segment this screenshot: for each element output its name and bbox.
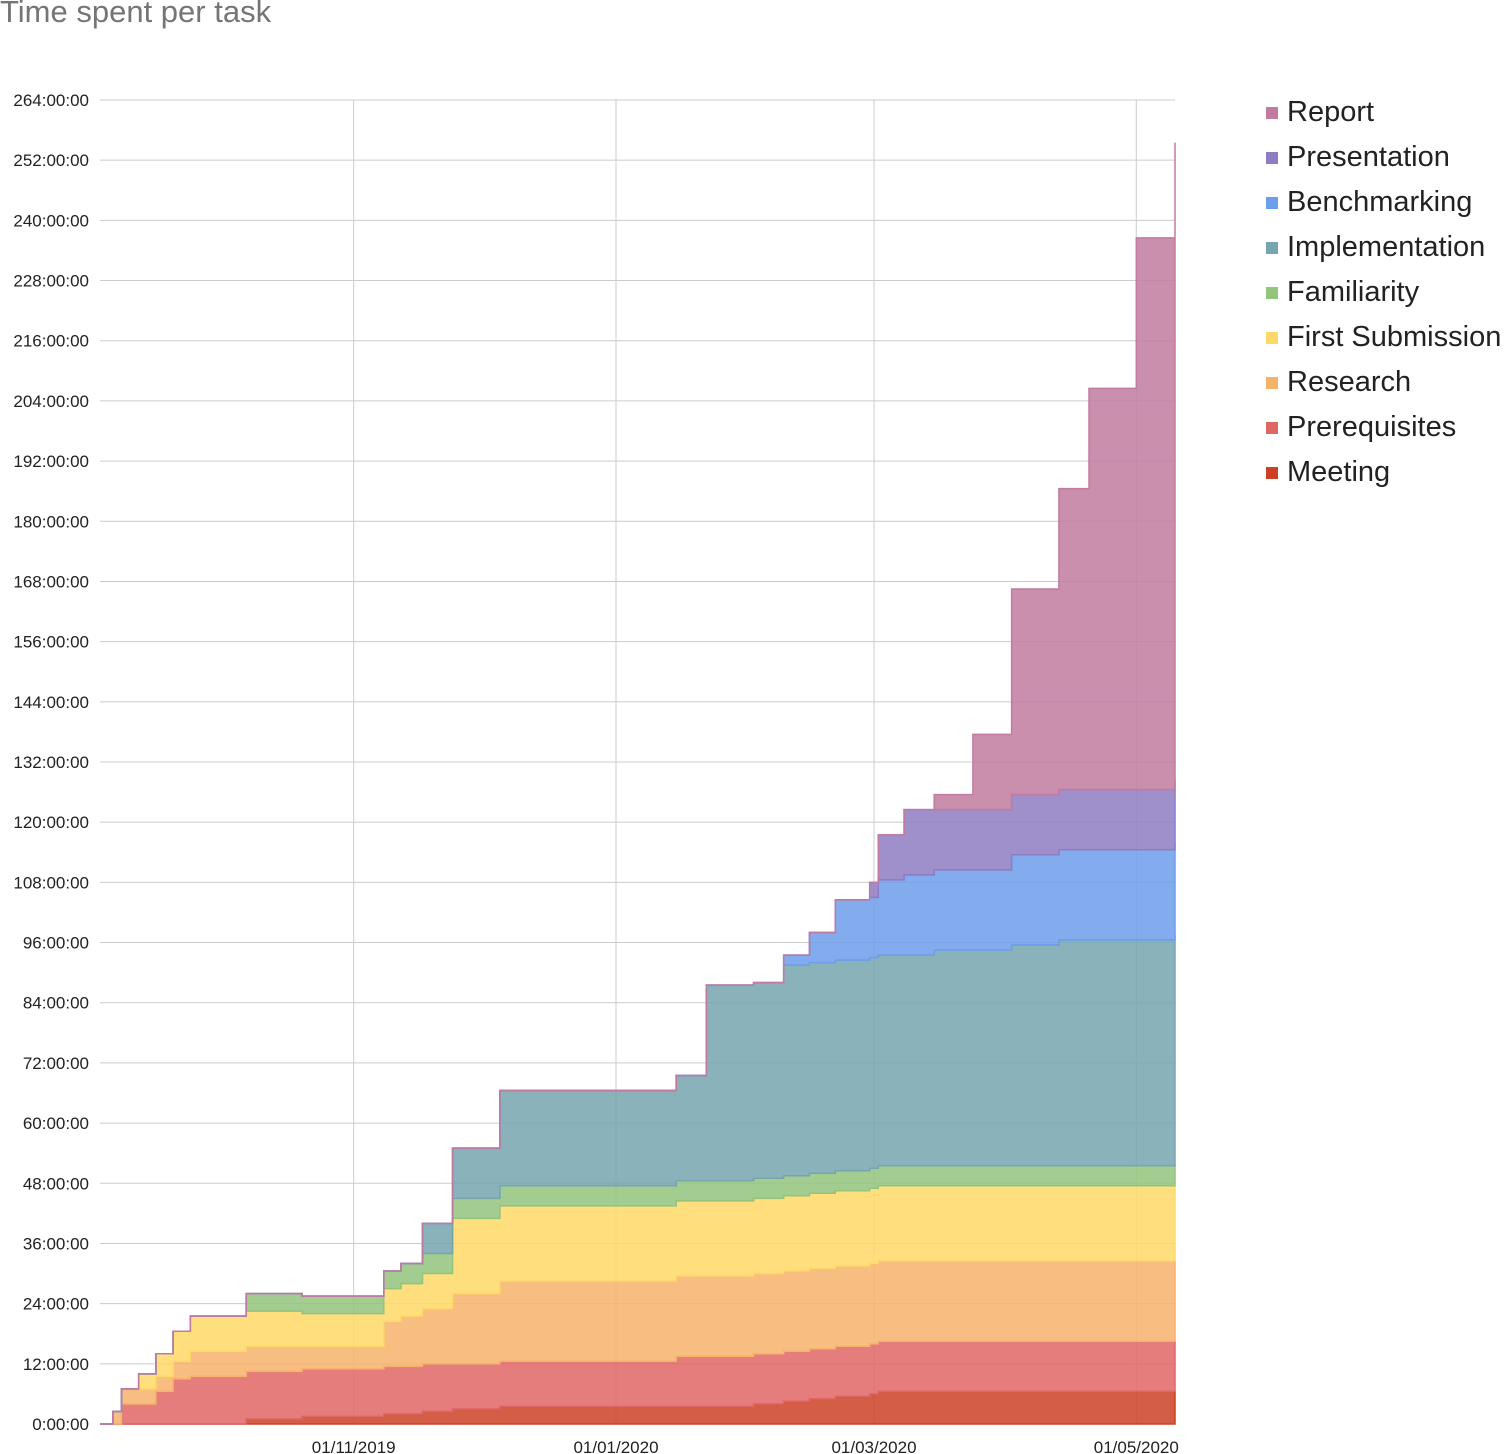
legend-swatch [1266,331,1278,344]
legend-item-implementation[interactable]: Implementation [1266,225,1501,270]
x-tick-label: 01/11/2019 [312,1438,396,1454]
legend-swatch [1266,466,1278,479]
x-tick-label: 01/05/2020 [1094,1438,1179,1454]
chart-title: Time spent per task [0,0,272,29]
y-tick-label: 12:00:00 [23,1355,89,1374]
legend-item-prerequisites[interactable]: Prerequisites [1266,405,1501,450]
legend-label: Benchmarking [1287,186,1473,218]
y-tick-label: 96:00:00 [23,934,89,953]
legend-swatch [1266,196,1278,209]
y-tick-label: 180:00:00 [13,512,89,531]
x-tick-label: 01/01/2020 [573,1438,658,1454]
y-tick-label: 204:00:00 [13,392,89,411]
y-tick-label: 240:00:00 [13,211,89,230]
y-tick-label: 48:00:00 [23,1174,89,1193]
legend-item-meeting[interactable]: Meeting [1266,450,1501,495]
legend-swatch [1266,421,1278,434]
y-tick-label: 264:00:00 [13,91,89,110]
y-axis-tick-labels: 0:00:00 12:00:00 24:00:00 36:00:00 48:00:00 6… [13,91,89,1434]
y-tick-label: 24:00:00 [23,1295,89,1314]
legend-swatch [1266,241,1278,254]
y-tick-label: 84:00:00 [23,994,89,1013]
series-areas [100,142,1176,1425]
legend-label: Report [1287,96,1375,128]
y-tick-label: 192:00:00 [13,452,89,471]
legend-item-benchmarking[interactable]: Benchmarking [1266,180,1501,225]
legend-swatch [1266,106,1278,119]
legend-item-report[interactable]: Report [1266,90,1501,135]
legend-item-first-submission[interactable]: First Submission [1266,315,1501,360]
area-report [100,142,1176,1425]
y-tick-label: 60:00:00 [23,1114,89,1133]
legend-label: Prerequisites [1287,411,1457,443]
y-tick-label: 252:00:00 [13,151,89,170]
y-tick-label: 120:00:00 [13,813,89,832]
legend-label: Implementation [1287,231,1486,263]
chart-legend: Report Presentation Benchmarking Implementa… [1266,90,1501,495]
legend-swatch [1266,286,1278,299]
legend-item-research[interactable]: Research [1266,360,1501,405]
legend-label: Familiarity [1287,276,1420,308]
y-tick-label: 72:00:00 [23,1054,89,1073]
y-tick-label: 156:00:00 [13,633,89,652]
y-tick-label: 168:00:00 [13,572,89,591]
y-tick-label: 36:00:00 [23,1234,89,1253]
legend-label: First Submission [1287,321,1502,353]
legend-label: Meeting [1287,456,1391,488]
x-axis-tick-labels: 01/11/2019 01/01/2020 01/03/2020 01/05/2020 [312,1438,1179,1454]
legend-swatch [1266,151,1278,164]
y-tick-label: 108:00:00 [13,873,89,892]
y-tick-label: 0:00:00 [32,1415,89,1434]
y-tick-label: 144:00:00 [13,693,89,712]
legend-label: Presentation [1287,141,1450,173]
legend-label: Research [1287,366,1412,398]
y-tick-label: 228:00:00 [13,272,89,291]
y-tick-label: 216:00:00 [13,332,89,351]
x-tick-label: 01/03/2020 [831,1438,916,1454]
legend-item-familiarity[interactable]: Familiarity [1266,270,1501,315]
legend-item-presentation[interactable]: Presentation [1266,135,1501,180]
y-tick-label: 132:00:00 [13,753,89,772]
legend-swatch [1266,376,1278,389]
